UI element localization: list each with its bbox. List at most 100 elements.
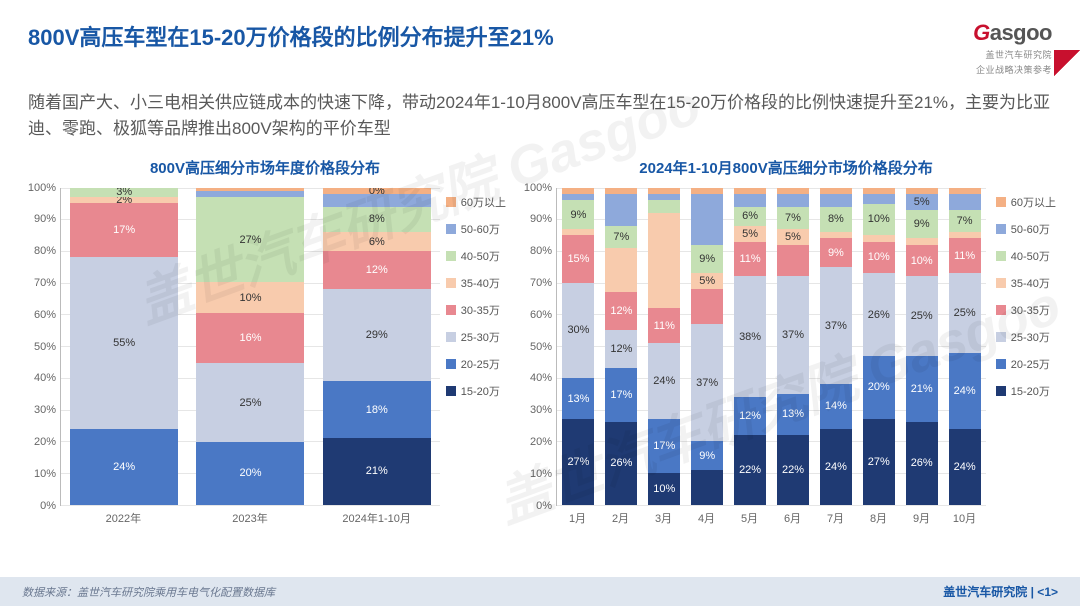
bar-segment: 27% xyxy=(863,419,895,505)
bar-segment: 37% xyxy=(691,324,723,441)
bar-segment: 6% xyxy=(323,232,431,251)
bar-segment xyxy=(691,194,723,245)
stacked-bar: 10%17%24%11% xyxy=(648,188,680,505)
bar-segment: 11% xyxy=(734,242,766,277)
legend-label: 40-50万 xyxy=(1011,248,1050,264)
legend-item: 30-35万 xyxy=(446,302,506,318)
bar-segment xyxy=(605,194,637,226)
corner-decoration xyxy=(1054,50,1080,76)
legend-label: 40-50万 xyxy=(461,248,500,264)
bar-segment: 12% xyxy=(323,251,431,289)
bar-segment xyxy=(691,470,723,505)
bar-group: 9%37%5%9% xyxy=(686,188,729,505)
legend-label: 30-35万 xyxy=(1011,302,1050,318)
x-tick: 7月 xyxy=(814,506,857,526)
brand-logo: Gasgoo 盖世汽车研究院 企业战略决策参考 xyxy=(973,20,1052,76)
stacked-bar: 22%13%37%5%7% xyxy=(777,188,809,505)
legend-swatch xyxy=(996,251,1006,261)
legend-item: 20-25万 xyxy=(446,356,506,372)
bar-segment: 7% xyxy=(605,226,637,248)
bar-group: 20%25%16%10%27% xyxy=(187,188,313,505)
bar-segment: 25% xyxy=(949,273,981,352)
x-tick: 10月 xyxy=(943,506,986,526)
bar-segment: 25% xyxy=(906,276,938,355)
stacked-bar: 26%21%25%10%9%5% xyxy=(906,188,938,505)
bar-segment: 12% xyxy=(605,292,637,330)
stacked-bar: 24%24%25%11%7% xyxy=(949,188,981,505)
legend-item: 50-60万 xyxy=(996,221,1056,237)
legend-label: 35-40万 xyxy=(461,275,500,291)
legend-item: 60万以上 xyxy=(446,194,506,210)
bar-segment: 26% xyxy=(605,422,637,504)
legend-item: 25-30万 xyxy=(446,329,506,345)
logo-sub-1: 盖世汽车研究院 xyxy=(985,48,1052,61)
bar-segment: 5% xyxy=(777,229,809,245)
logo-word: asgoo xyxy=(990,20,1052,45)
legend-swatch xyxy=(996,386,1006,396)
bar-segment: 21% xyxy=(323,438,431,505)
bar-group: 10%17%24%11% xyxy=(643,188,686,505)
legend-swatch xyxy=(446,305,456,315)
bar-group: 24%14%37%9%8% xyxy=(814,188,857,505)
stacked-bar: 21%18%29%12%6%8%0% xyxy=(323,188,431,505)
bar-segment: 5% xyxy=(734,226,766,242)
bar-segment: 9% xyxy=(691,245,723,274)
bar-segment: 26% xyxy=(863,273,895,355)
legend-label: 25-30万 xyxy=(1011,329,1050,345)
legend-item: 50-60万 xyxy=(446,221,506,237)
bar-segment: 37% xyxy=(777,276,809,393)
bar-segment: 9% xyxy=(691,441,723,470)
legend-swatch xyxy=(446,359,456,369)
legend-item: 40-50万 xyxy=(996,248,1056,264)
legend: 60万以上50-60万40-50万35-40万30-35万25-30万20-25… xyxy=(996,194,1056,399)
legend-label: 35-40万 xyxy=(1011,275,1050,291)
footer: 数据来源：盖世汽车研究院乘用车电气化配置数据库 盖世汽车研究院 | <1> xyxy=(0,577,1080,606)
bar-group: 27%13%30%15%9% xyxy=(557,188,600,505)
bar-group: 22%13%37%5%7% xyxy=(772,188,815,505)
legend-swatch xyxy=(996,224,1006,234)
legend-swatch xyxy=(446,197,456,207)
bar-segment: 27% xyxy=(562,419,594,505)
bar-segment: 14% xyxy=(820,384,852,428)
footer-source: 数据来源：盖世汽车研究院乘用车电气化配置数据库 xyxy=(22,584,275,600)
bar-segment: 30% xyxy=(562,283,594,378)
legend-label: 50-60万 xyxy=(461,221,500,237)
bar-segment: 24% xyxy=(70,429,178,504)
legend-label: 25-30万 xyxy=(461,329,500,345)
bar-segment: 24% xyxy=(648,343,680,419)
x-tick: 2023年 xyxy=(187,506,314,526)
stacked-bar: 20%25%16%10%27% xyxy=(196,188,304,505)
bar-segment xyxy=(820,194,852,207)
bar-segment xyxy=(863,194,895,204)
bar-segment: 24% xyxy=(820,429,852,505)
bar-segment: 24% xyxy=(949,429,981,505)
bar-segment: 17% xyxy=(70,203,178,256)
bar-segment: 13% xyxy=(562,378,594,419)
chart-right: 2024年1-10月800V高压细分市场价格段分布 100%90%80%70%6… xyxy=(516,157,1056,526)
legend-item: 30-35万 xyxy=(996,302,1056,318)
bar-segment: 10% xyxy=(648,473,680,505)
legend-label: 30-35万 xyxy=(461,302,500,318)
bar-segment: 16% xyxy=(196,313,304,363)
legend-swatch xyxy=(446,332,456,342)
bar-segment: 20% xyxy=(196,442,304,505)
bar-segment: 38% xyxy=(734,276,766,396)
bar-segment xyxy=(777,245,809,277)
bar-segment: 9% xyxy=(562,200,594,229)
bar-group: 24%24%25%11%7% xyxy=(943,188,986,505)
bar-segment: 10% xyxy=(863,242,895,274)
bar-segment: 37% xyxy=(820,267,852,384)
bar-segment: 11% xyxy=(949,238,981,273)
legend-item: 35-40万 xyxy=(996,275,1056,291)
bar-segment: 10% xyxy=(906,245,938,277)
legend-swatch xyxy=(996,305,1006,315)
stacked-bar: 27%20%26%10%10% xyxy=(863,188,895,505)
bar-group: 21%18%29%12%6%8%0% xyxy=(314,188,440,505)
footer-brand: 盖世汽车研究院 | <1> xyxy=(943,583,1058,600)
legend-item: 20-25万 xyxy=(996,356,1056,372)
bar-group: 26%21%25%10%9%5% xyxy=(900,188,943,505)
bar-segment: 3% xyxy=(70,188,178,197)
x-tick: 2月 xyxy=(599,506,642,526)
legend-label: 20-25万 xyxy=(461,356,500,372)
bar-segment: 8% xyxy=(820,207,852,232)
